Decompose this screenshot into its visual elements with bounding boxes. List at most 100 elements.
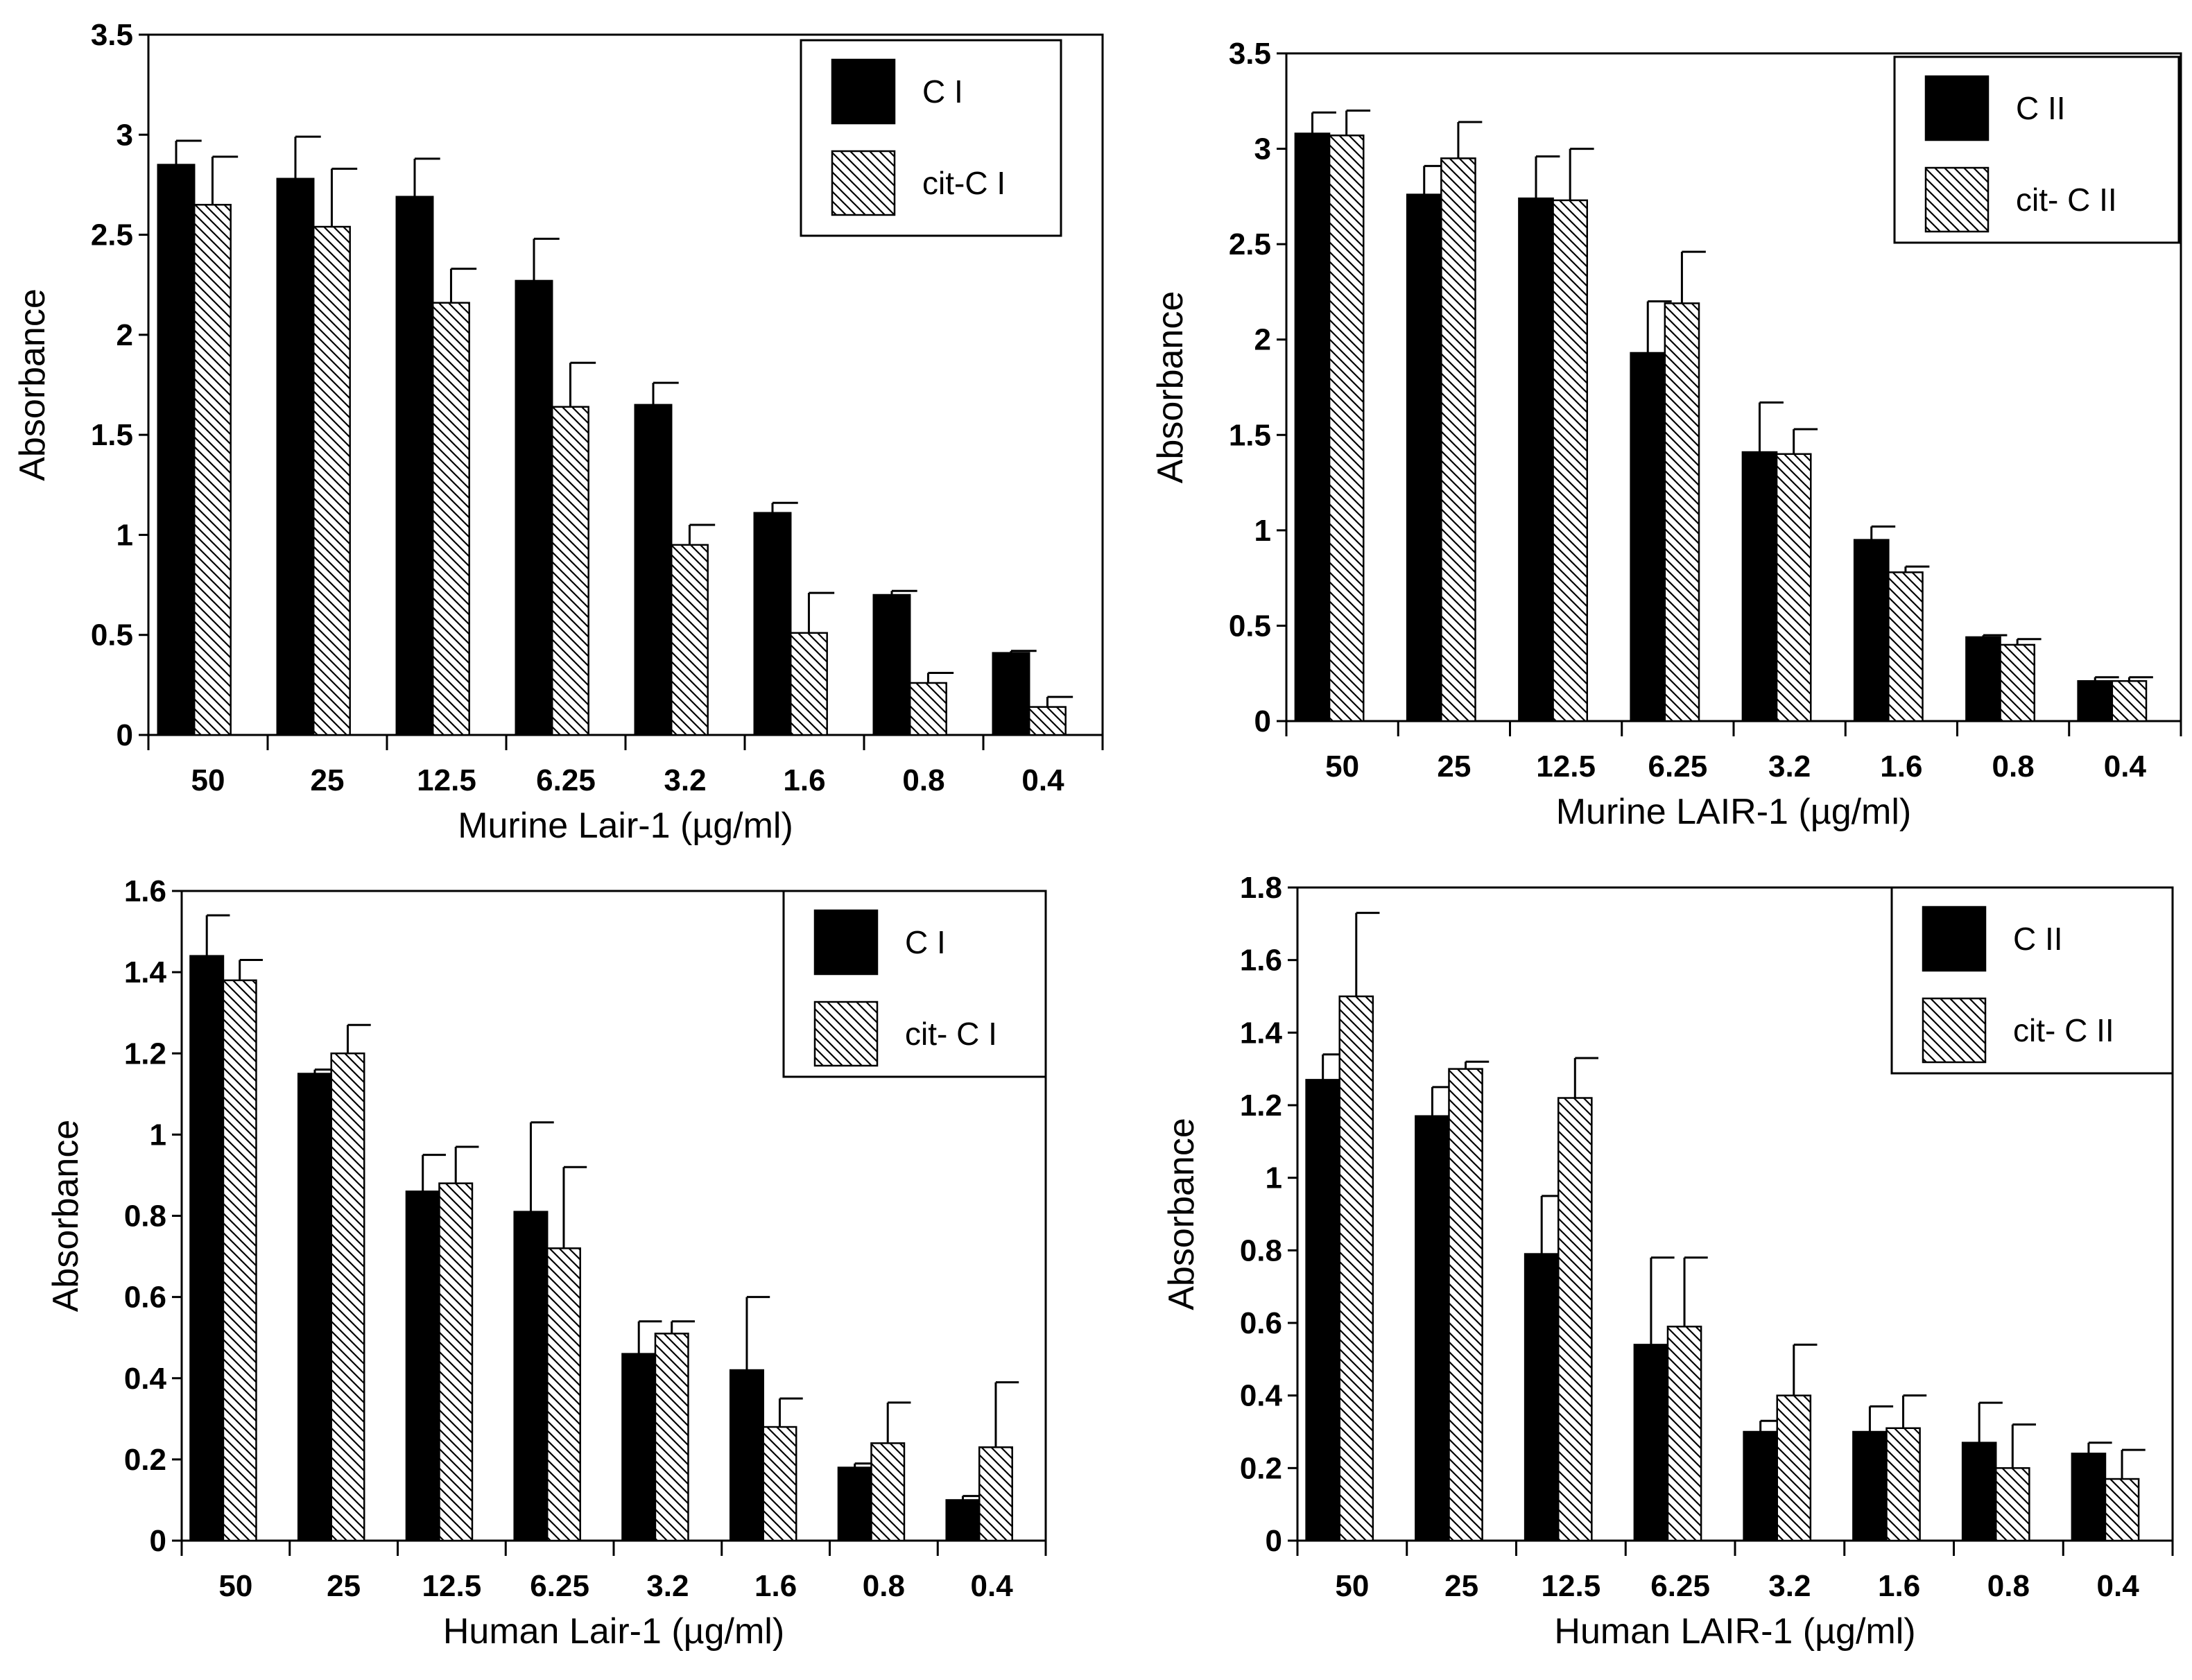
- y-tick-label: 2.5: [1229, 227, 1271, 261]
- y-tick-label: 3: [116, 118, 133, 152]
- x-tick-label: 6.25: [536, 763, 596, 797]
- x-tick-label: 1.6: [1880, 750, 1922, 783]
- x-tick-label: 12.5: [422, 1569, 482, 1603]
- bar-solid-1.6: [729, 1369, 764, 1542]
- x-tick-label: 12.5: [1542, 1569, 1601, 1603]
- bar-solid-6.25: [1633, 1344, 1669, 1542]
- bar-hatched-0.4: [1028, 706, 1067, 736]
- legend-label: cit- C II: [2013, 1012, 2114, 1048]
- bar-solid-50: [1305, 1079, 1340, 1542]
- bar-solid-6.25: [515, 279, 553, 736]
- bar-hatched-0.4: [978, 1446, 1013, 1542]
- y-tick-label: 2: [1254, 323, 1271, 357]
- x-tick-label: 50: [218, 1569, 252, 1603]
- bar-solid-25: [276, 177, 315, 736]
- legend-label: cit- C II: [2016, 182, 2117, 218]
- x-axis-title: Murine LAIR-1 (µg/ml): [1556, 792, 1912, 832]
- bar-solid-12.5: [405, 1190, 440, 1542]
- y-tick-label: 0: [1266, 1524, 1282, 1558]
- x-axis-title: Human Lair-1 (µg/ml): [443, 1611, 784, 1652]
- bar-hatched-50: [1338, 995, 1374, 1542]
- chart-panel-2: 0 0.5 1 1.5 2 2.5 3 3.5 50 25 12.5 6.25 3.2 1.6 0.8 0.4…: [1150, 37, 2182, 832]
- bar-hatched-6.25: [1664, 302, 1700, 722]
- x-tick-label: 0.8: [1992, 750, 2035, 783]
- x-tick-label: 25: [311, 763, 345, 797]
- bar-hatched-25: [312, 225, 351, 736]
- y-axis-title: Absorbance: [1150, 291, 1191, 484]
- legend-swatch-solid: [1922, 906, 1987, 972]
- bar-solid-3.2: [1743, 1430, 1778, 1542]
- legend: C II cit- C II: [1890, 886, 2174, 1075]
- y-tick-label: 1.6: [124, 874, 166, 908]
- legend-label: C I: [922, 73, 963, 110]
- x-tick-label: 50: [1335, 1569, 1369, 1603]
- x-tick-label: 6.25: [1650, 1569, 1710, 1603]
- legend-label: C II: [2016, 90, 2066, 126]
- y-tick-label: 0.2: [124, 1443, 166, 1477]
- x-tick-label: 25: [1444, 1569, 1478, 1603]
- bar-solid-0.8: [872, 594, 911, 736]
- x-tick-label: 6.25: [530, 1569, 589, 1603]
- bar-hatched-1.6: [762, 1426, 797, 1542]
- legend-swatch-solid: [1924, 75, 1990, 141]
- y-tick-label: 0.2: [1240, 1451, 1282, 1485]
- y-tick-label: 3.5: [1229, 37, 1271, 71]
- x-tick-label: 25: [1437, 750, 1471, 783]
- y-tick-label: 1: [1266, 1161, 1282, 1195]
- bar-hatched-25: [330, 1053, 365, 1542]
- bar-solid-0.4: [992, 652, 1030, 736]
- bar-hatched-0.8: [1994, 1467, 2030, 1542]
- bar-solid-6.25: [1630, 352, 1666, 722]
- bar-hatched-0.8: [870, 1442, 906, 1542]
- y-tick-label: 0.8: [124, 1200, 166, 1233]
- chart-panel-3: 0 0.2 0.4 0.6 0.8 1 1.2 1.4 1.6 50 25 12.5 6.25 3.2 1.…: [46, 874, 1047, 1652]
- bar-hatched-0.4: [2111, 679, 2148, 722]
- y-tick-label: 3: [1254, 132, 1271, 166]
- legend-swatch-hatched: [813, 1001, 879, 1067]
- y-tick-label: 0.5: [1229, 609, 1271, 643]
- x-tick-label: 3.2: [1768, 750, 1811, 783]
- legend-label: cit-C I: [922, 165, 1006, 201]
- x-tick-label: 12.5: [417, 763, 476, 797]
- x-tick-label: 1.6: [783, 763, 825, 797]
- y-tick-label: 0.6: [1240, 1306, 1282, 1340]
- y-tick-label: 1.5: [1229, 418, 1271, 452]
- bar-hatched-50: [193, 204, 232, 736]
- y-tick-label: 1.4: [124, 955, 167, 989]
- y-tick-label: 1: [150, 1118, 166, 1152]
- legend: C I cit-C I: [800, 39, 1062, 237]
- bar-hatched-25: [1448, 1068, 1483, 1542]
- bar-solid-25: [1415, 1115, 1450, 1542]
- bar-hatched-3.2: [1776, 1394, 1812, 1542]
- bar-solid-0.4: [945, 1499, 981, 1542]
- bar-solid-0.8: [1965, 636, 2001, 722]
- bar-hatched-3.2: [1775, 453, 1812, 722]
- bar-hatched-1.6: [1888, 571, 1924, 722]
- x-tick-label: 50: [1325, 750, 1359, 783]
- legend-label: C I: [905, 924, 946, 960]
- y-tick-label: 1.4: [1240, 1016, 1283, 1050]
- x-tick-label: 6.25: [1648, 750, 1708, 783]
- bar-solid-25: [1406, 193, 1442, 722]
- x-tick-label: 0.4: [2104, 750, 2147, 783]
- y-tick-label: 2.5: [91, 218, 133, 252]
- bar-solid-12.5: [1518, 197, 1554, 722]
- x-tick-label: 3.2: [1768, 1569, 1811, 1603]
- x-tick-label: 0.4: [1021, 763, 1064, 797]
- bar-solid-1.6: [1852, 1430, 1888, 1542]
- bar-hatched-12.5: [1552, 199, 1589, 722]
- bar-solid-3.2: [621, 1353, 657, 1542]
- bar-hatched-0.4: [2104, 1478, 2140, 1542]
- legend-swatch-hatched: [1922, 997, 1987, 1064]
- bar-hatched-0.8: [908, 682, 947, 736]
- bar-solid-25: [297, 1073, 332, 1542]
- x-tick-label: 1.6: [754, 1569, 797, 1603]
- y-tick-label: 0: [116, 718, 133, 752]
- bar-hatched-1.6: [789, 632, 828, 736]
- bar-solid-50: [189, 955, 225, 1542]
- y-tick-label: 0.8: [1240, 1233, 1282, 1267]
- bar-hatched-0.8: [1999, 643, 2036, 722]
- bar-solid-0.8: [837, 1466, 872, 1542]
- bar-solid-50: [157, 164, 196, 736]
- legend: C I cit- C I: [782, 890, 1047, 1078]
